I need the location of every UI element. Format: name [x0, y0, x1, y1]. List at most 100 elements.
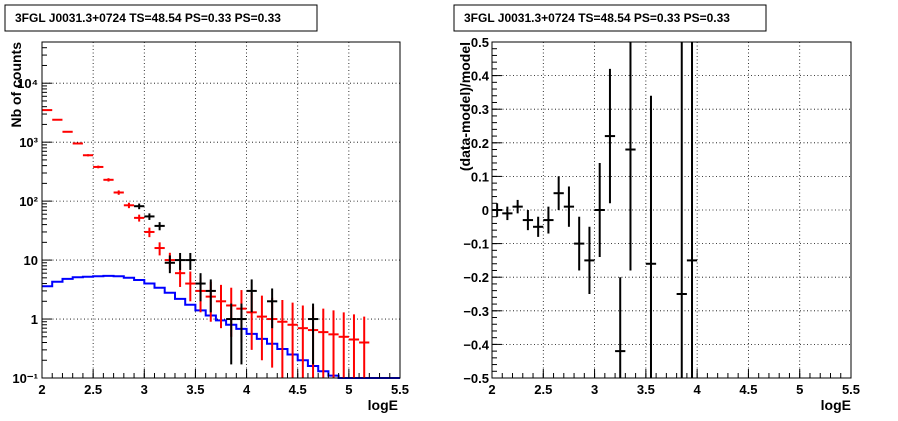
y-tick-label: 0.3: [471, 102, 489, 117]
model-histogram: [42, 274, 400, 379]
residual-panel: 3FGL J0031.3+0724 TS=48.54 PS=0.33 PS=0.…: [453, 4, 860, 413]
data-point: [625, 42, 636, 271]
series-layer: [492, 42, 698, 378]
y-tick-label: 10⁴: [17, 76, 38, 91]
data-point: [553, 176, 564, 210]
data-point: [615, 277, 626, 378]
data-point: [522, 210, 534, 231]
data-point: [226, 303, 237, 365]
data-point: [676, 42, 687, 378]
x-tick-label: 2: [38, 382, 45, 397]
x-tick-label: 4.5: [289, 382, 307, 397]
y-tick-label: 1: [31, 312, 38, 327]
y-tick-label: 0.4: [471, 69, 490, 84]
x-tick-label: 2.5: [84, 382, 102, 397]
data-point: [594, 162, 605, 258]
data-point: [645, 95, 657, 378]
data-point: [62, 130, 73, 133]
y-tick-label: −0.1: [463, 237, 489, 252]
x-tick-label: 3.5: [186, 382, 204, 397]
data-point: [205, 279, 216, 313]
x-tick-label: 3: [591, 382, 598, 397]
axis-ticks: 2 2.5 3 3.5 4 4.5 5 5.5 −0.5 −0.4 −0.3 −0.2 −0.1 0 0.1…: [463, 35, 860, 397]
data-point: [93, 165, 104, 169]
data-point: [359, 316, 370, 378]
x-tick-label: 5: [796, 382, 803, 397]
data-point: [164, 255, 175, 274]
y-tick-label: −0.5: [463, 371, 489, 386]
y-tick-label: −0.2: [463, 270, 489, 285]
data-point: [246, 279, 257, 313]
data-point: [82, 154, 94, 157]
x-tick-label: 3: [141, 382, 148, 397]
data-point: [287, 302, 298, 378]
data-point: [72, 142, 83, 145]
data-point: [144, 227, 155, 238]
grid: [42, 42, 400, 378]
data-point: [348, 314, 360, 378]
data-point: [267, 288, 278, 329]
data-point: [154, 242, 165, 256]
data-point: [543, 206, 554, 234]
y-tick-label: 10⁻¹: [12, 371, 38, 386]
data-point: [154, 222, 165, 231]
data-point: [256, 295, 268, 361]
y-tick-label: −0.4: [463, 337, 489, 352]
title-box: [4, 4, 318, 32]
data-point: [52, 118, 63, 121]
x-axis-title: logE: [368, 397, 398, 413]
x-tick-label: 4: [243, 382, 251, 397]
chart-title: 3FGL J0031.3+0724 TS=48.54 PS=0.33 PS=0.…: [15, 11, 281, 25]
data-point: [604, 68, 616, 204]
x-tick-label: 5: [345, 382, 352, 397]
data-point: [297, 305, 308, 378]
data-point: [134, 203, 145, 210]
y-tick-label: −0.3: [463, 304, 489, 319]
data-point: [123, 202, 135, 209]
data-point: [307, 303, 319, 365]
data-point: [338, 312, 349, 378]
data-point: [318, 308, 329, 378]
data-point: [574, 216, 585, 271]
y-axis-title: Nb of counts: [8, 42, 24, 128]
y-tick-label: 0.1: [471, 169, 489, 184]
y-tick-label: 0.5: [471, 35, 489, 50]
x-tick-label: 2.5: [534, 382, 552, 397]
data-point: [328, 310, 339, 378]
data-point: [113, 190, 124, 195]
data-point: [512, 199, 523, 214]
series-layer: [42, 109, 400, 379]
data-point: [174, 252, 186, 270]
x-tick-label: 5.5: [842, 382, 860, 397]
y-tick-label: 0.2: [471, 136, 489, 151]
x-tick-label: 3.5: [637, 382, 655, 397]
data-point: [144, 213, 155, 220]
data-point: [502, 206, 513, 221]
data-point: [236, 303, 247, 365]
spectrum-panel: 3FGL J0031.3+0724 TS=48.54 PS=0.33 PS=0.…: [4, 4, 409, 413]
title-box: [453, 4, 767, 32]
chart-title: 3FGL J0031.3+0724 TS=48.54 PS=0.33 PS=0.…: [464, 11, 730, 25]
data-point: [686, 42, 698, 378]
y-tick-label: 10²: [19, 194, 38, 209]
y-tick-label: 0: [482, 203, 489, 218]
data-point: [185, 252, 196, 270]
data-point: [277, 300, 288, 378]
data-point: [103, 178, 114, 182]
grid: [492, 42, 851, 378]
data-point: [42, 109, 53, 112]
x-tick-label: 2: [488, 382, 495, 397]
data-point: [215, 284, 227, 329]
data-point: [185, 271, 196, 302]
data-point: [533, 216, 544, 237]
x-tick-label: 4.5: [739, 382, 757, 397]
y-tick-label: 10³: [19, 135, 38, 150]
data-point: [134, 214, 145, 222]
data-point: [195, 273, 206, 302]
x-tick-label: 4: [694, 382, 702, 397]
data-point: [563, 186, 575, 227]
x-axis-title: logE: [821, 397, 851, 413]
y-tick-label: 10: [24, 253, 38, 268]
axis-ticks: 2 2.5 3 3.5 4 4.5 5 5.5 10⁻¹ 1 10 10² 10³ 10⁴: [12, 41, 409, 397]
